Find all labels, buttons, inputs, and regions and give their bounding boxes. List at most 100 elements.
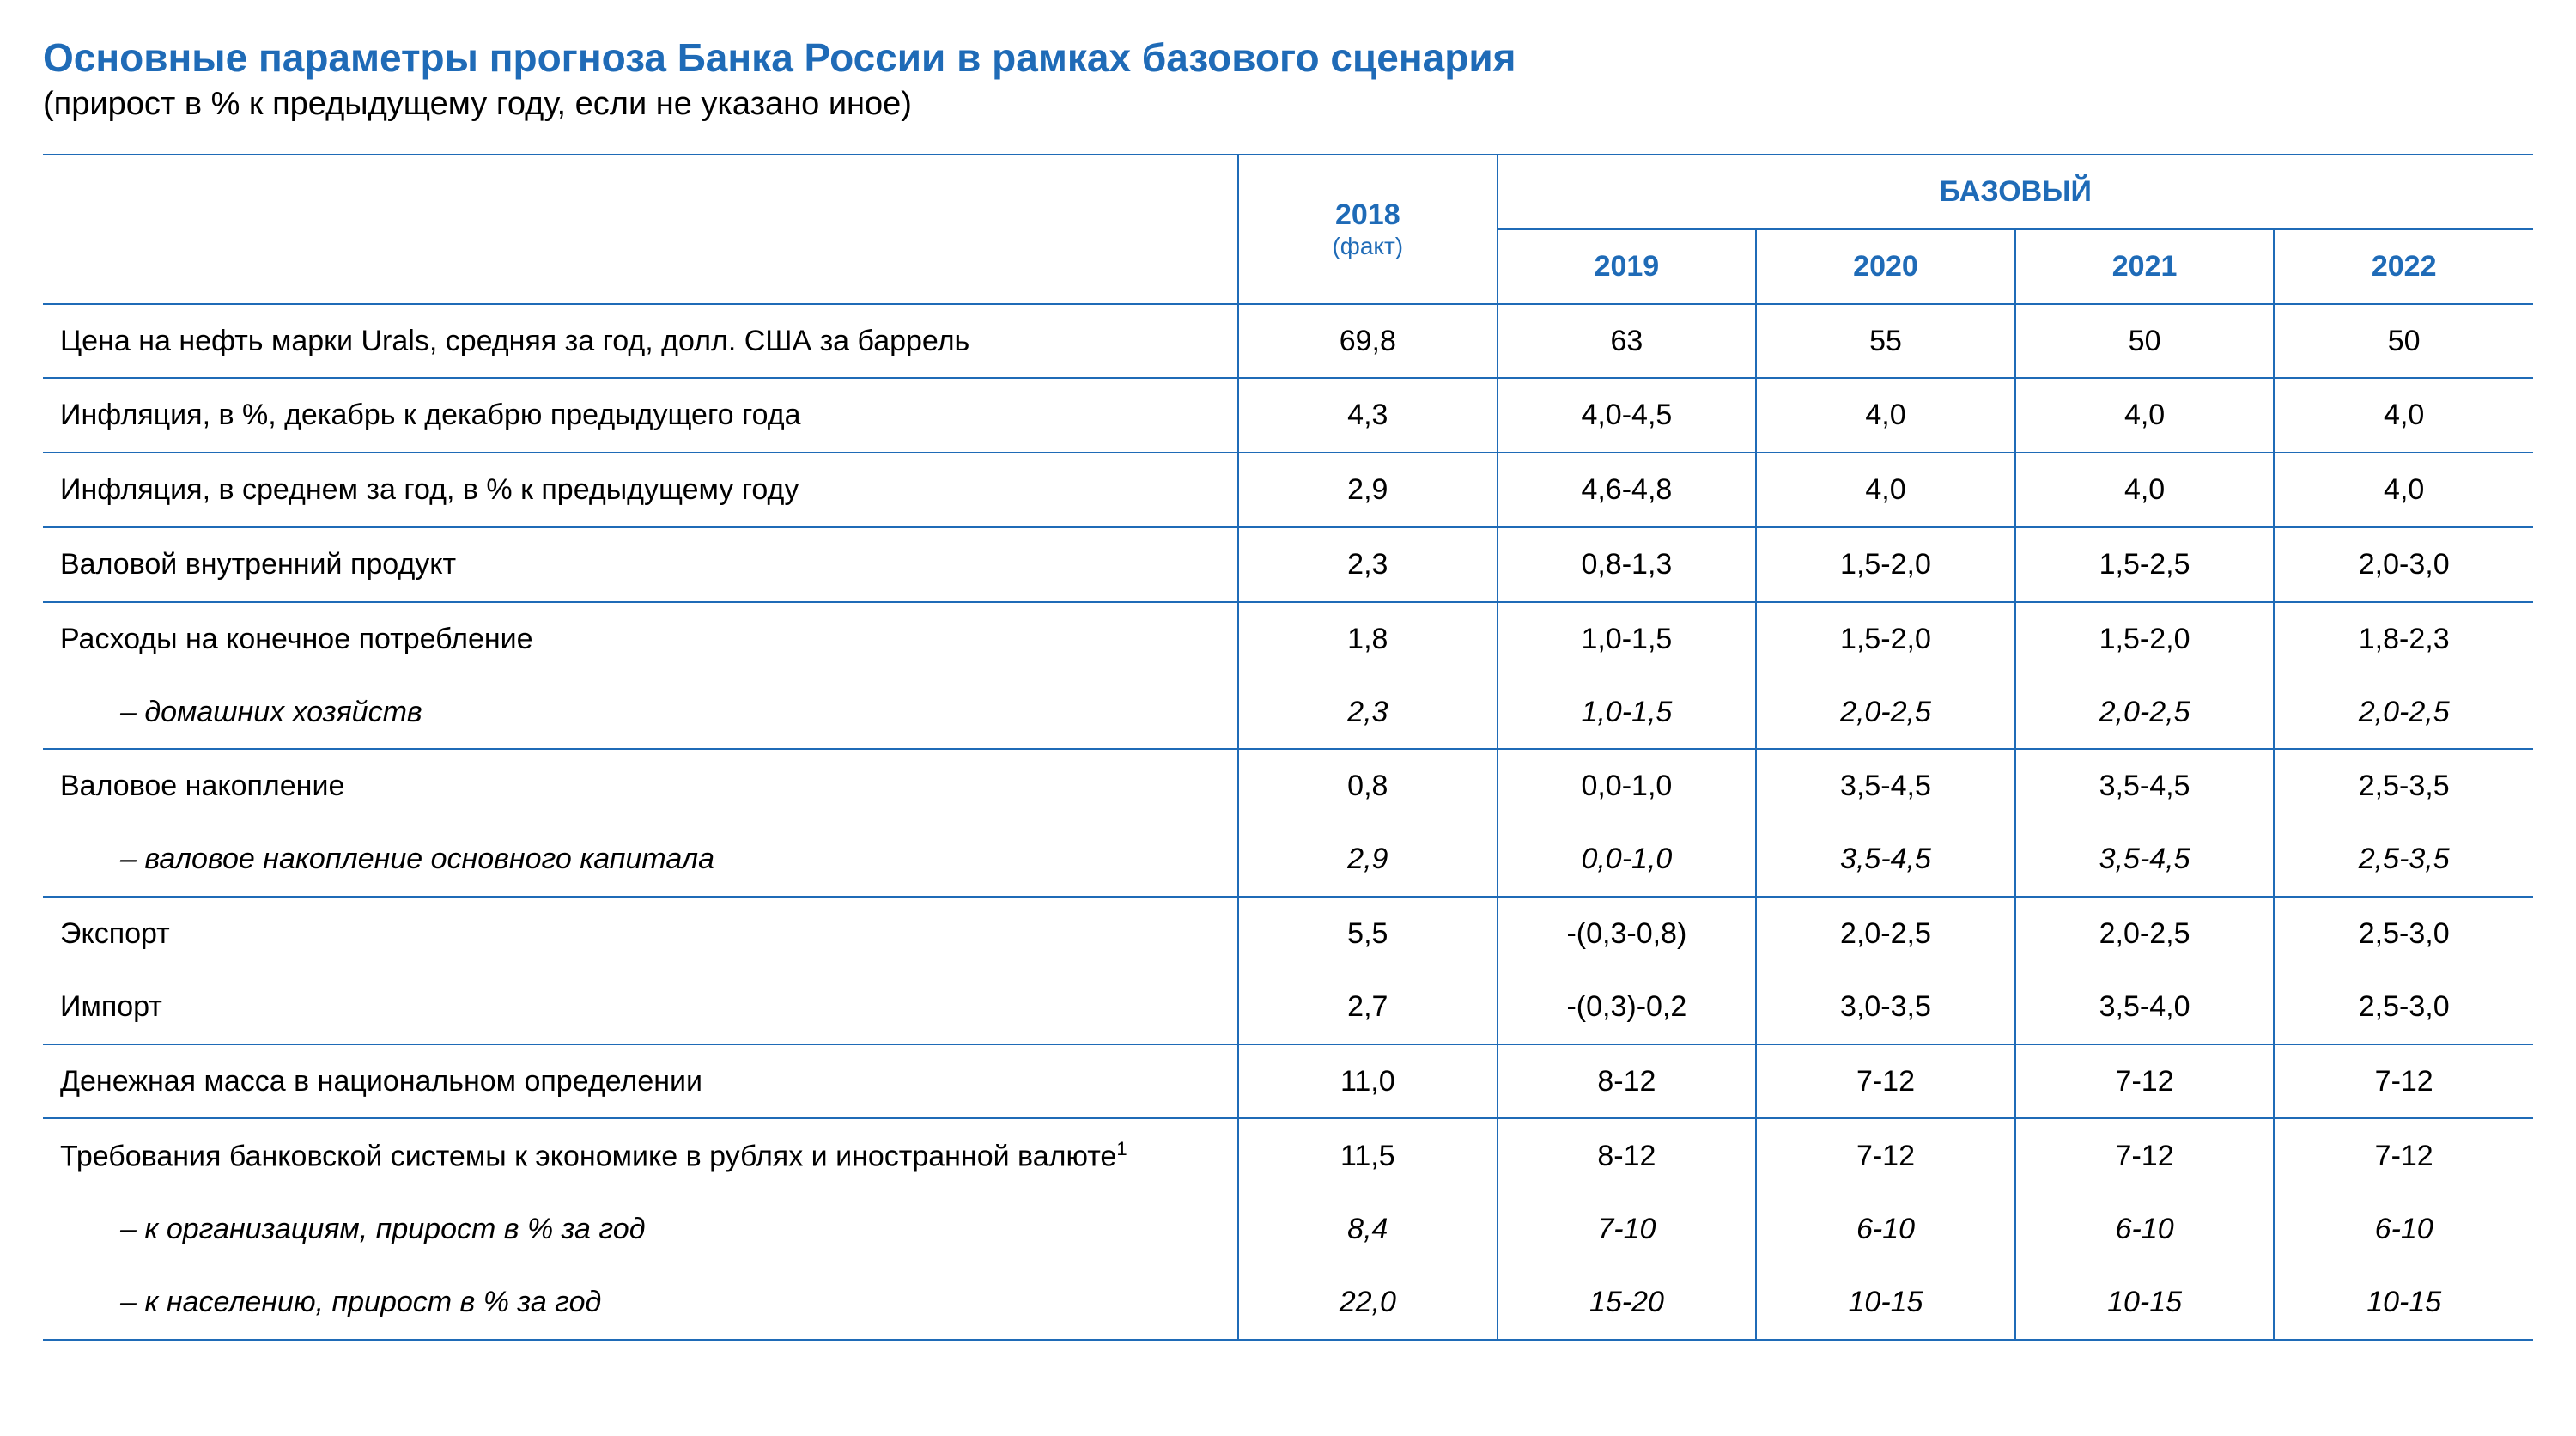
row-value: 3,5-4,5 xyxy=(2015,749,2275,823)
table-row: Инфляция, в среднем за год, в % к предыд… xyxy=(43,453,2533,527)
col-2018-sub: (факт) xyxy=(1256,232,1479,261)
row-value: 1,5-2,0 xyxy=(1756,602,2015,676)
row-value: -(0,3)-0,2 xyxy=(1498,971,1757,1044)
row-value: 2,0-2,5 xyxy=(1756,897,2015,971)
forecast-table: 2018 (факт) БАЗОВЫЙ 2019 2020 2021 2022 … xyxy=(43,154,2533,1341)
row-value: 6-10 xyxy=(1756,1193,2015,1266)
row-value: 4,0 xyxy=(2015,378,2275,453)
row-value: 4,6-4,8 xyxy=(1498,453,1757,527)
col-2020: 2020 xyxy=(1756,229,2015,304)
row-value: 5,5 xyxy=(1238,897,1498,971)
page-title: Основные параметры прогноза Банка России… xyxy=(43,34,2533,81)
row-value: 1,0-1,5 xyxy=(1498,676,1757,750)
col-2019: 2019 xyxy=(1498,229,1757,304)
row-value: 2,5-3,5 xyxy=(2274,823,2533,897)
row-value: 2,9 xyxy=(1238,823,1498,897)
row-label: домашних хозяйств xyxy=(43,676,1238,750)
table-row: Инфляция, в %, декабрь к декабрю предыду… xyxy=(43,378,2533,453)
col-2022: 2022 xyxy=(2274,229,2533,304)
row-value: 4,0 xyxy=(1756,378,2015,453)
row-value: 7-12 xyxy=(1756,1044,2015,1119)
row-value: 11,0 xyxy=(1238,1044,1498,1119)
table-row: к организациям, прирост в % за год8,47-1… xyxy=(43,1193,2533,1266)
row-value: 6-10 xyxy=(2274,1193,2533,1266)
row-value: 2,0-2,5 xyxy=(2015,897,2275,971)
row-value: 4,0-4,5 xyxy=(1498,378,1757,453)
row-value: 0,8 xyxy=(1238,749,1498,823)
row-label: к организациям, прирост в % за год xyxy=(43,1193,1238,1266)
row-label: Цена на нефть марки Urals, средняя за го… xyxy=(43,304,1238,379)
row-value: 7-12 xyxy=(2274,1044,2533,1119)
row-value: 8,4 xyxy=(1238,1193,1498,1266)
row-label: Валовое накопление xyxy=(43,749,1238,823)
row-value: 2,3 xyxy=(1238,527,1498,602)
row-value: 7-12 xyxy=(1756,1118,2015,1193)
row-value: 2,0-3,0 xyxy=(2274,527,2533,602)
col-2021: 2021 xyxy=(2015,229,2275,304)
row-value: 2,5-3,5 xyxy=(2274,749,2533,823)
row-value: 6-10 xyxy=(2015,1193,2275,1266)
row-value: 11,5 xyxy=(1238,1118,1498,1193)
row-value: 10-15 xyxy=(1756,1266,2015,1340)
col-2018-year: 2018 xyxy=(1256,198,1479,233)
table-body: Цена на нефть марки Urals, средняя за го… xyxy=(43,304,2533,1340)
row-value: 2,9 xyxy=(1238,453,1498,527)
row-label: Валовой внутренний продукт xyxy=(43,527,1238,602)
row-value: 4,0 xyxy=(2015,453,2275,527)
row-label: Расходы на конечное потребление xyxy=(43,602,1238,676)
row-value: 2,0-2,5 xyxy=(1756,676,2015,750)
table-row: Требования банковской системы к экономик… xyxy=(43,1118,2533,1193)
row-value: 7-12 xyxy=(2015,1118,2275,1193)
table-row: Расходы на конечное потребление1,81,0-1,… xyxy=(43,602,2533,676)
table-row: домашних хозяйств2,31,0-1,52,0-2,52,0-2,… xyxy=(43,676,2533,750)
row-value: 50 xyxy=(2015,304,2275,379)
row-value: 4,3 xyxy=(1238,378,1498,453)
table-row: Цена на нефть марки Urals, средняя за го… xyxy=(43,304,2533,379)
row-value: 3,5-4,5 xyxy=(1756,823,2015,897)
table-row: к населению, прирост в % за год22,015-20… xyxy=(43,1266,2533,1340)
row-value: 55 xyxy=(1756,304,2015,379)
row-value: 10-15 xyxy=(2274,1266,2533,1340)
row-value: 1,5-2,0 xyxy=(1756,527,2015,602)
row-value: 1,8-2,3 xyxy=(2274,602,2533,676)
table-row: валовое накопление основного капитала2,9… xyxy=(43,823,2533,897)
row-value: 22,0 xyxy=(1238,1266,1498,1340)
row-value: 2,0-2,5 xyxy=(2015,676,2275,750)
row-value: 1,0-1,5 xyxy=(1498,602,1757,676)
row-label: Инфляция, в среднем за год, в % к предыд… xyxy=(43,453,1238,527)
row-value: 2,5-3,0 xyxy=(2274,897,2533,971)
row-value: 3,5-4,0 xyxy=(2015,971,2275,1044)
row-value: 8-12 xyxy=(1498,1118,1757,1193)
row-value: 7-10 xyxy=(1498,1193,1757,1266)
row-value: 2,3 xyxy=(1238,676,1498,750)
table-row: Импорт2,7-(0,3)-0,23,0-3,53,5-4,02,5-3,0 xyxy=(43,971,2533,1044)
footnote-ref: 1 xyxy=(1116,1138,1127,1159)
row-value: 69,8 xyxy=(1238,304,1498,379)
table-row: Валовое накопление0,80,0-1,03,5-4,53,5-4… xyxy=(43,749,2533,823)
table-row: Денежная масса в национальном определени… xyxy=(43,1044,2533,1119)
row-value: 50 xyxy=(2274,304,2533,379)
row-value: 8-12 xyxy=(1498,1044,1757,1119)
page-subtitle: (прирост в % к предыдущему году, если не… xyxy=(43,86,2533,123)
row-label: Экспорт xyxy=(43,897,1238,971)
row-value: 7-12 xyxy=(2274,1118,2533,1193)
table-row: Экспорт5,5-(0,3-0,8)2,0-2,52,0-2,52,5-3,… xyxy=(43,897,2533,971)
row-value: 2,5-3,0 xyxy=(2274,971,2533,1044)
row-value: 0,0-1,0 xyxy=(1498,749,1757,823)
col-group-base: БАЗОВЫЙ xyxy=(1498,155,2533,229)
row-value: 7-12 xyxy=(2015,1044,2275,1119)
row-label: Требования банковской системы к экономик… xyxy=(43,1118,1238,1193)
row-label: Инфляция, в %, декабрь к декабрю предыду… xyxy=(43,378,1238,453)
row-value: 15-20 xyxy=(1498,1266,1757,1340)
row-label: к населению, прирост в % за год xyxy=(43,1266,1238,1340)
row-value: 4,0 xyxy=(2274,453,2533,527)
row-value: 10-15 xyxy=(2015,1266,2275,1340)
forecast-page: Основные параметры прогноза Банка России… xyxy=(0,0,2576,1392)
row-value: 2,7 xyxy=(1238,971,1498,1044)
row-value: 63 xyxy=(1498,304,1757,379)
row-value: 2,0-2,5 xyxy=(2274,676,2533,750)
row-value: 1,5-2,0 xyxy=(2015,602,2275,676)
col-2018: 2018 (факт) xyxy=(1238,155,1498,304)
row-value: 1,5-2,5 xyxy=(2015,527,2275,602)
row-value: 0,0-1,0 xyxy=(1498,823,1757,897)
